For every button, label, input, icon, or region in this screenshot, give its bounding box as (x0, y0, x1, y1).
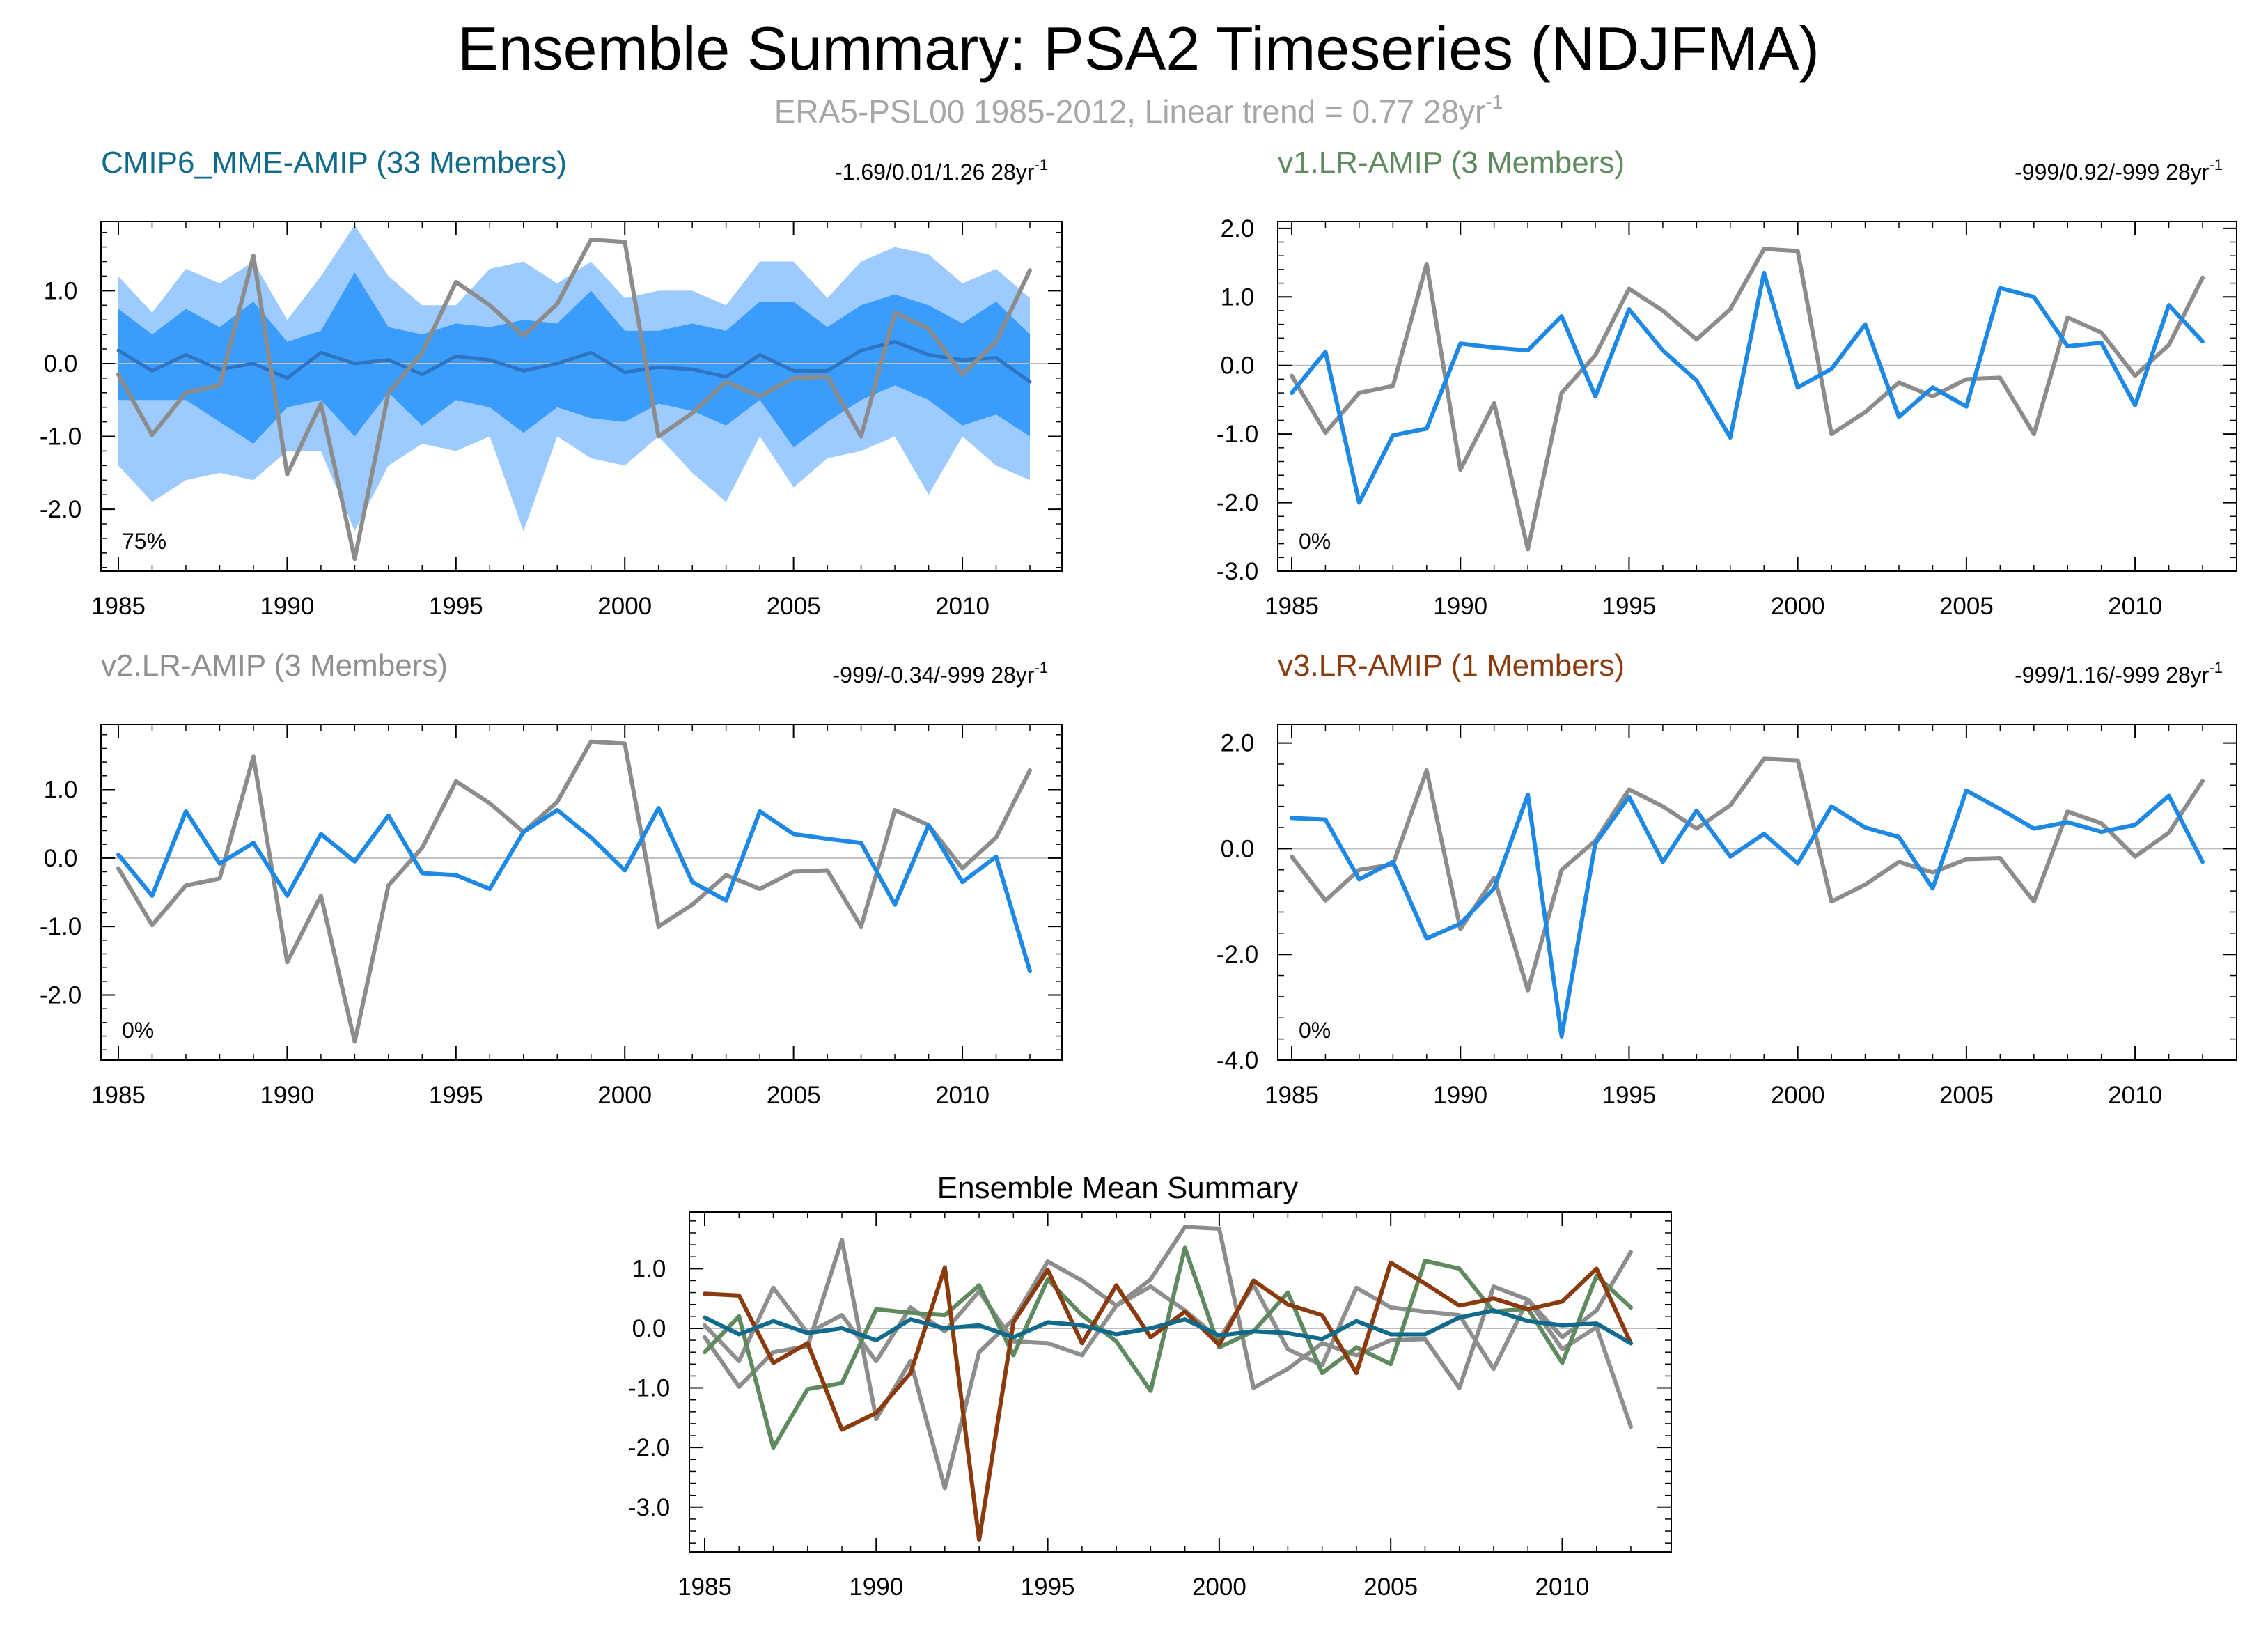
trend-stat-text: -1.69/0.01/1.26 28yr (835, 160, 1035, 185)
x-tick-label: 2005 (1363, 1574, 1418, 1601)
x-tick-label: 1995 (429, 593, 483, 620)
series-era5-psl00 (116, 238, 1032, 561)
y-tick-label: -1.0 (1217, 421, 1258, 448)
trend-stat-text: -999/1.16/-999 28yr (2015, 662, 2210, 688)
pct-annotation: 0% (1299, 1018, 1331, 1043)
panel-summary: 1.0 0.0 -1.0 -2.0 -3.0 1985 1990 1995 2000 2005 20… (628, 1171, 1672, 1601)
y-tick-label: 1.0 (632, 1255, 666, 1282)
y-tick-label: 1.0 (44, 776, 78, 803)
panel-mme: 1.0 0.0 -1.0 -2.0 1985 1990 1995 2000 2005 2010 CM… (40, 146, 1063, 620)
y-tick-label: 0.0 (632, 1315, 666, 1342)
x-tick-label: 2005 (767, 593, 821, 620)
panel-title: v2.LR-AMIP (3 Members) (101, 648, 448, 683)
figure-subtitle: ERA5-PSL00 1985-2012, Linear trend = 0.7… (774, 91, 1503, 130)
panel-title: Ensemble Mean Summary (937, 1171, 1298, 1205)
y-tick-label: -2.0 (40, 982, 81, 1009)
series-era5-psl00 (703, 1225, 1633, 1491)
trend-stat: -999/-0.34/-999 28yr-1 (832, 659, 1048, 688)
y-tick-label: -3.0 (628, 1494, 670, 1521)
pct-annotation: 0% (122, 1018, 154, 1043)
panels: 1.0 0.0 -1.0 -2.0 1985 1990 1995 2000 2005 2010 CM… (40, 146, 2237, 1601)
y-tick-label: 0.0 (1221, 352, 1255, 380)
x-tick-label: 1990 (260, 593, 314, 620)
x-tick-label: 1985 (91, 593, 146, 620)
pct-annotation: 0% (1299, 529, 1331, 554)
trend-stat: -1.69/0.01/1.26 28yr-1 (835, 156, 1048, 185)
y-tick-label: 1.0 (1221, 283, 1255, 311)
panel-title: CMIP6_MME-AMIP (33 Members) (101, 146, 567, 180)
y-tick-label: -1.0 (628, 1375, 670, 1402)
x-tick-label: 2000 (1771, 593, 1825, 620)
y-tick-label: -1.0 (40, 424, 81, 451)
x-tick-label: 1990 (1433, 593, 1487, 620)
pct-annotation: 75% (122, 529, 166, 554)
series-era5-psl00 (1290, 247, 2205, 552)
x-tick-label: 2010 (2108, 593, 2162, 620)
x-tick-label: 2000 (597, 1082, 652, 1109)
y-tick-label: -2.0 (1217, 941, 1258, 968)
x-tick-label: 1985 (678, 1574, 732, 1601)
series-era5-psl00 (1290, 756, 2205, 993)
panel-title: v3.LR-AMIP (1 Members) (1278, 648, 1625, 683)
x-tick-label: 1990 (849, 1574, 903, 1601)
y-tick-label: 0.0 (44, 845, 78, 872)
series-era5-psl00 (116, 739, 1032, 1044)
panel-v2: 1.0 0.0 -1.0 -2.0 1985 1990 1995 2000 2005 2010 v2… (40, 648, 1063, 1109)
x-tick-label: 2010 (935, 1082, 990, 1109)
x-tick-label: 2000 (597, 593, 652, 620)
y-tick-label: -4.0 (1217, 1047, 1258, 1074)
y-tick-label: 2.0 (1221, 215, 1255, 242)
series-v1-lr-amip (703, 1245, 1633, 1450)
x-tick-label: 1995 (1602, 593, 1657, 620)
y-tick-label: 0.0 (44, 350, 78, 378)
figure-subtitle-text: ERA5-PSL00 1985-2012, Linear trend = 0.7… (774, 93, 1486, 130)
series-ensemble-mean (1290, 270, 2205, 505)
series-cmip6-mme-amip (703, 1308, 1633, 1346)
y-tick-label: -2.0 (1217, 490, 1258, 517)
panel-title: v1.LR-AMIP (3 Members) (1278, 146, 1625, 180)
y-tick-label: -2.0 (40, 496, 81, 523)
x-tick-label: 2010 (935, 593, 990, 620)
plot-frame (100, 724, 1063, 1061)
series-ensemble-mean (1290, 788, 2205, 1039)
panel-v1: 2.0 1.0 0.0 -1.0 -2.0 -3.0 1985 1990 1995 2000 200… (1217, 146, 2237, 620)
x-tick-label: 1985 (1265, 593, 1319, 620)
panel-v3: 2.0 0.0 -2.0 -4.0 1985 1990 1995 2000 2005 2010 v3… (1217, 648, 2237, 1109)
plot-frame (1277, 724, 2237, 1061)
trend-stat-sup: -1 (2209, 156, 2223, 173)
y-tick-label: -3.0 (1217, 558, 1258, 585)
x-tick-label: 2010 (2108, 1082, 2162, 1109)
x-tick-label: 1985 (1265, 1082, 1319, 1109)
trend-stat-sup: -1 (2209, 659, 2223, 676)
series-ensemble-mean (116, 806, 1032, 974)
trend-stat-text: -999/-0.34/-999 28yr (832, 662, 1034, 688)
figure-title: Ensemble Summary: PSA2 Timeseries (NDJFM… (457, 14, 1820, 83)
x-tick-label: 1995 (1602, 1082, 1657, 1109)
trend-stat-text: -999/0.92/-999 28yr (2015, 160, 2210, 185)
x-tick-label: 1995 (429, 1082, 483, 1109)
trend-stat: -999/0.92/-999 28yr-1 (2015, 156, 2223, 185)
y-tick-label: 0.0 (1221, 835, 1255, 862)
x-tick-label: 1995 (1021, 1574, 1075, 1601)
trend-stat-sup: -1 (1034, 659, 1048, 676)
y-tick-label: 2.0 (1221, 730, 1255, 757)
plot-frame (1277, 221, 2237, 572)
x-tick-label: 2000 (1192, 1574, 1246, 1601)
series-v2-lr-amip (703, 1282, 1633, 1429)
trend-stat: -999/1.16/-999 28yr-1 (2015, 659, 2223, 688)
x-tick-label: 1990 (260, 1082, 314, 1109)
figure-subtitle-sup: -1 (1485, 91, 1503, 113)
x-tick-label: 2005 (767, 1082, 821, 1109)
y-tick-label: -2.0 (628, 1434, 670, 1461)
y-tick-label: -1.0 (40, 913, 81, 940)
trend-stat-sup: -1 (1034, 156, 1048, 173)
y-tick-label: 1.0 (44, 277, 78, 304)
x-tick-label: 1990 (1433, 1082, 1487, 1109)
x-tick-label: 2005 (1939, 593, 1994, 620)
x-tick-label: 1985 (91, 1082, 146, 1109)
x-tick-label: 2010 (1535, 1574, 1590, 1601)
x-tick-label: 2005 (1939, 1082, 1994, 1109)
x-tick-label: 2000 (1771, 1082, 1825, 1109)
